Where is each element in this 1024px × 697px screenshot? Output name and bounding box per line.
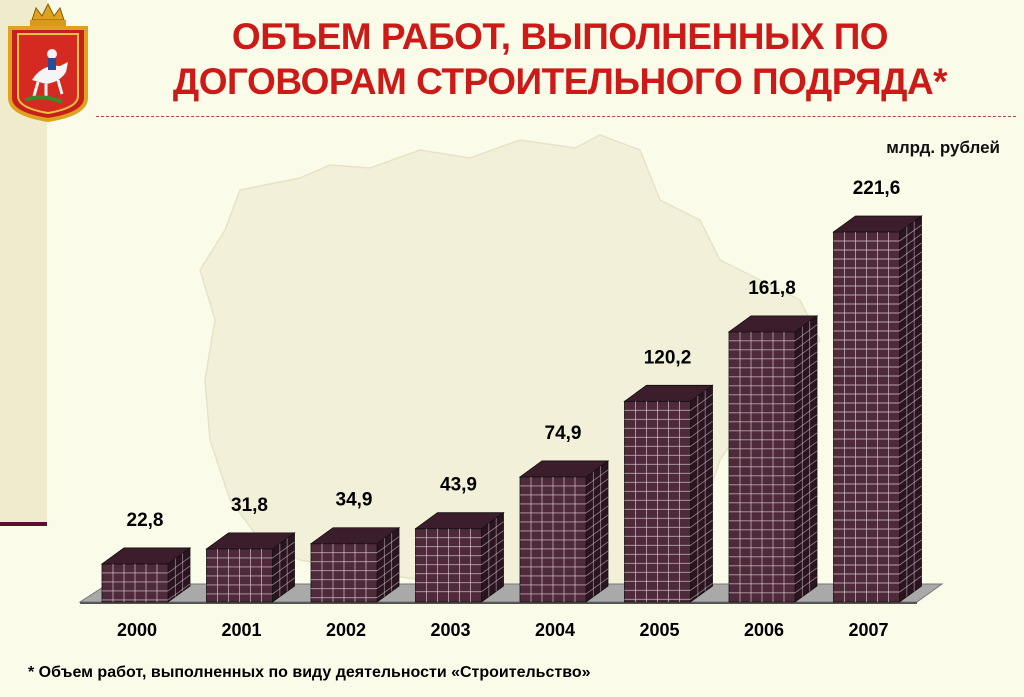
value-label-2006: 161,8 xyxy=(748,278,796,299)
x-tick-2006: 2006 xyxy=(744,620,784,640)
x-tick-2007: 2007 xyxy=(848,620,888,640)
x-tick-2000: 2000 xyxy=(117,620,157,640)
title-divider xyxy=(96,116,1016,117)
value-label-2005: 120,2 xyxy=(644,347,692,368)
title-line-1: ОБЪЕМ РАБОТ, ВЫПОЛНЕННЫХ ПО xyxy=(231,16,889,57)
value-label-2001: 31,8 xyxy=(231,495,268,516)
x-tick-2004: 2004 xyxy=(535,620,575,640)
sidebar-accent-line xyxy=(0,522,47,526)
value-label-2007: 221,6 xyxy=(853,178,901,199)
bar-2003 xyxy=(414,511,505,603)
moscow-region-emblem-icon xyxy=(8,2,88,122)
value-label-2004: 74,9 xyxy=(545,423,582,444)
region-map-background xyxy=(199,134,821,601)
bar-2006 xyxy=(727,315,819,603)
bar-2004 xyxy=(518,460,610,603)
x-tick-2003: 2003 xyxy=(430,620,470,640)
title-line-2: ДОГОВОРАМ СТРОИТЕЛЬНОГО ПОДРЯДА* xyxy=(172,61,948,102)
footnote: * Объем работ, выполненных по виду деяте… xyxy=(28,664,591,681)
bar-2005 xyxy=(623,384,714,603)
x-tick-2001: 2001 xyxy=(221,620,261,640)
bar-2002 xyxy=(309,526,401,603)
value-label-2000: 22,8 xyxy=(127,510,164,531)
bar-2001 xyxy=(205,532,296,603)
page-title: ОБЪЕМ РАБОТ, ВЫПОЛНЕННЫХ ПО ДОГОВОРАМ СТ… xyxy=(100,14,1020,104)
x-tick-2005: 2005 xyxy=(639,620,679,640)
x-tick-2002: 2002 xyxy=(326,620,366,640)
bar-2000 xyxy=(100,547,192,603)
bar-2007 xyxy=(832,215,923,603)
units-label: млрд. рублей xyxy=(886,138,1000,157)
value-label-2003: 43,9 xyxy=(440,475,477,496)
value-label-2002: 34,9 xyxy=(336,490,373,511)
